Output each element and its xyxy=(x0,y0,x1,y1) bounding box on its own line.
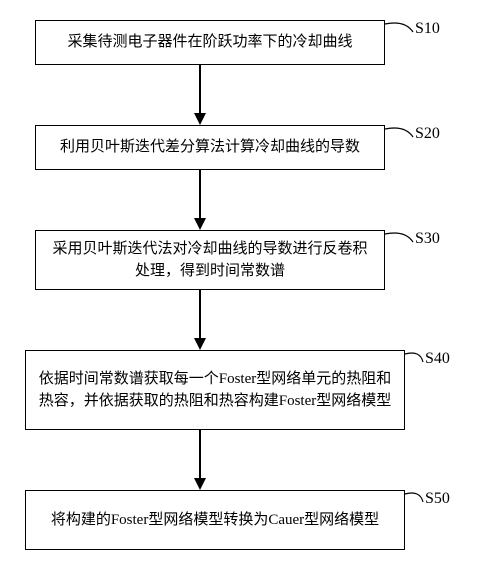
step-box-s50: 将构建的Foster型网络模型转换为Cauer型网络模型 xyxy=(25,490,405,550)
step-text-s20: 利用贝叶斯迭代差分算法计算冷却曲线的导数 xyxy=(60,136,360,159)
step-label-s40: S40 xyxy=(425,350,450,368)
step-label-s10: S10 xyxy=(415,20,440,38)
step-text-s30: 采用贝叶斯迭代法对冷却曲线的导数进行反卷积处理，得到时间常数谱 xyxy=(48,238,372,283)
step-box-s40: 依据时间常数谱获取每一个Foster型网络单元的热阻和热容，并依据获取的热阻和热… xyxy=(25,350,405,430)
step-text-s40: 依据时间常数谱获取每一个Foster型网络单元的热阻和热容，并依据获取的热阻和热… xyxy=(38,368,392,413)
step-box-s30: 采用贝叶斯迭代法对冷却曲线的导数进行反卷积处理，得到时间常数谱 xyxy=(35,230,385,290)
flowchart-container: 采集待测电子器件在阶跃功率下的冷却曲线 S10 利用贝叶斯迭代差分算法计算冷却曲线的… xyxy=(0,0,500,580)
step-label-s20: S20 xyxy=(415,125,440,143)
step-box-s10: 采集待测电子器件在阶跃功率下的冷却曲线 xyxy=(35,20,385,65)
step-text-s10: 采集待测电子器件在阶跃功率下的冷却曲线 xyxy=(67,31,352,54)
step-box-s20: 利用贝叶斯迭代差分算法计算冷却曲线的导数 xyxy=(35,125,385,170)
step-label-s50: S50 xyxy=(425,490,450,508)
step-text-s50: 将构建的Foster型网络模型转换为Cauer型网络模型 xyxy=(51,509,379,532)
step-label-s30: S30 xyxy=(415,230,440,248)
